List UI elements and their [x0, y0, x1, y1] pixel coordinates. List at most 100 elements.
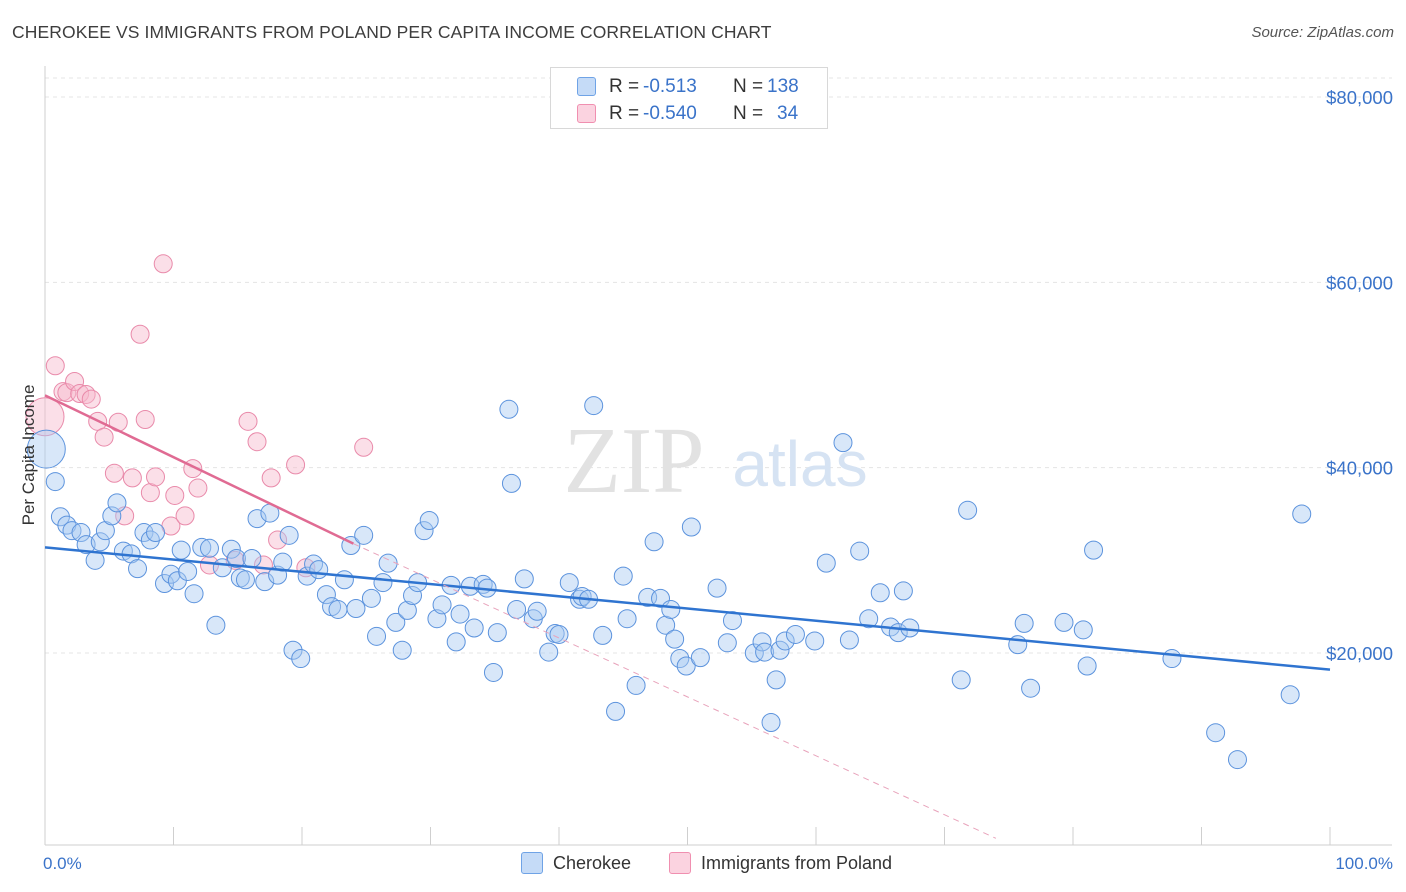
cherokee-point [770, 640, 790, 660]
n-value: 138 [767, 76, 799, 97]
cherokee-point [199, 538, 219, 558]
legend-item-cherokee[interactable]: Cherokee [521, 852, 631, 874]
cherokee-point [414, 521, 434, 541]
chart-title: CHEROKEE VS IMMIGRANTS FROM POLAND PER C… [12, 22, 772, 42]
cherokee-point [107, 493, 127, 513]
legend-row-poland: R = -0.540 N = 34 [551, 101, 827, 127]
poland-point [94, 427, 114, 447]
poland-point [65, 371, 85, 391]
cherokee-point [1021, 678, 1041, 698]
cherokee-point [514, 569, 534, 589]
cherokee-point [644, 532, 664, 552]
y-tick-label: $80,000 [1326, 87, 1393, 108]
poland-trend-extension [353, 543, 997, 839]
correlation-legend: R = -0.513 N = 138 R = -0.540 N = 34 [550, 67, 828, 129]
cherokee-point [676, 656, 696, 676]
r-value: -0.540 [643, 103, 697, 124]
watermark: ZIP atlas [564, 409, 868, 513]
poland-point [238, 411, 258, 431]
cherokee-point [90, 532, 110, 552]
x-tick-label: 0.0% [43, 854, 82, 873]
cherokee-point [755, 642, 775, 662]
cherokee-point [958, 500, 978, 520]
r-value: -0.513 [643, 76, 697, 97]
cherokee-point [775, 631, 795, 651]
y-tick-label: $20,000 [1326, 643, 1393, 664]
legend-row-cherokee: R = -0.513 N = 138 [551, 74, 827, 100]
cherokee-point [206, 615, 226, 635]
cherokee-point [346, 599, 366, 619]
cherokee-point [507, 599, 527, 619]
cherokee-point [613, 566, 633, 586]
cherokee-point [670, 649, 690, 669]
cherokee-point [76, 535, 96, 555]
axes [44, 66, 1392, 846]
cherokee-point [146, 523, 166, 543]
poland-point [268, 530, 288, 550]
cherokee-point [334, 570, 354, 590]
poland-point [261, 468, 281, 488]
cherokee-point [373, 573, 393, 593]
cherokee-point [128, 559, 148, 579]
r-label: R = [609, 103, 640, 124]
cherokee-point [816, 553, 836, 573]
cherokee-point [242, 548, 262, 568]
cherokee-point [1227, 750, 1247, 770]
cherokee-point [464, 618, 484, 638]
cherokee-point [419, 510, 439, 530]
poland-point [25, 397, 65, 437]
poland-point [247, 432, 267, 452]
cherokee-point [291, 649, 311, 669]
cherokee-point [446, 632, 466, 652]
cherokee-point [221, 539, 241, 559]
cherokee-point [26, 429, 66, 469]
y-tick-label: $60,000 [1326, 272, 1393, 293]
cherokee-point [378, 553, 398, 573]
n-label: N = [733, 76, 764, 97]
trend-lines [44, 394, 1331, 839]
series-legend: Cherokee Immigrants from Poland [0, 848, 1406, 880]
cherokee-point [483, 662, 503, 682]
cherokee-point [45, 472, 65, 492]
cherokee-point [850, 541, 870, 561]
poland-point [188, 478, 208, 498]
cherokee-point [85, 550, 105, 570]
cherokee-point [656, 615, 676, 635]
cherokee-point [761, 713, 781, 732]
cherokee-point [539, 642, 559, 662]
cherokee-point [833, 433, 853, 453]
legend-swatch-cherokee [577, 77, 596, 96]
legend-label-cherokee: Cherokee [553, 852, 632, 873]
cherokee-point [102, 506, 122, 526]
cherokee-point [1206, 723, 1226, 743]
poland-point [122, 468, 142, 488]
cherokee-point [1162, 649, 1182, 669]
cherokee-point [397, 600, 417, 620]
cherokee-point [367, 626, 387, 646]
cherokee-point [839, 630, 859, 650]
cherokee-point [617, 609, 637, 629]
cherokee-point [951, 670, 971, 690]
cherokee-point [1073, 620, 1093, 640]
cherokee-point [1292, 504, 1312, 524]
cherokee-point [690, 648, 710, 668]
tick-labels: $20,000 $40,000 $60,000 $80,000 0.0% 100.0% [43, 87, 1393, 873]
poland-point [165, 485, 185, 505]
cherokee-point [354, 525, 374, 545]
cherokee-point [559, 573, 579, 593]
poland-point [140, 483, 160, 503]
cherokee-point [1084, 540, 1104, 560]
cherokee-point [893, 581, 913, 601]
poland-point [175, 506, 195, 526]
cherokee-point [361, 588, 381, 608]
cherokee-point [859, 609, 879, 629]
legend-item-poland[interactable]: Immigrants from Poland [669, 852, 892, 874]
cherokee-point [279, 525, 299, 545]
legend-swatch-poland [577, 104, 596, 123]
cherokee-point [1077, 656, 1097, 676]
cherokee-point [681, 517, 701, 537]
cherokee-point [178, 561, 198, 581]
x-tick-label: 100.0% [1335, 854, 1393, 873]
cherokee-point [235, 570, 255, 590]
legend-swatch-cherokee [521, 852, 543, 874]
